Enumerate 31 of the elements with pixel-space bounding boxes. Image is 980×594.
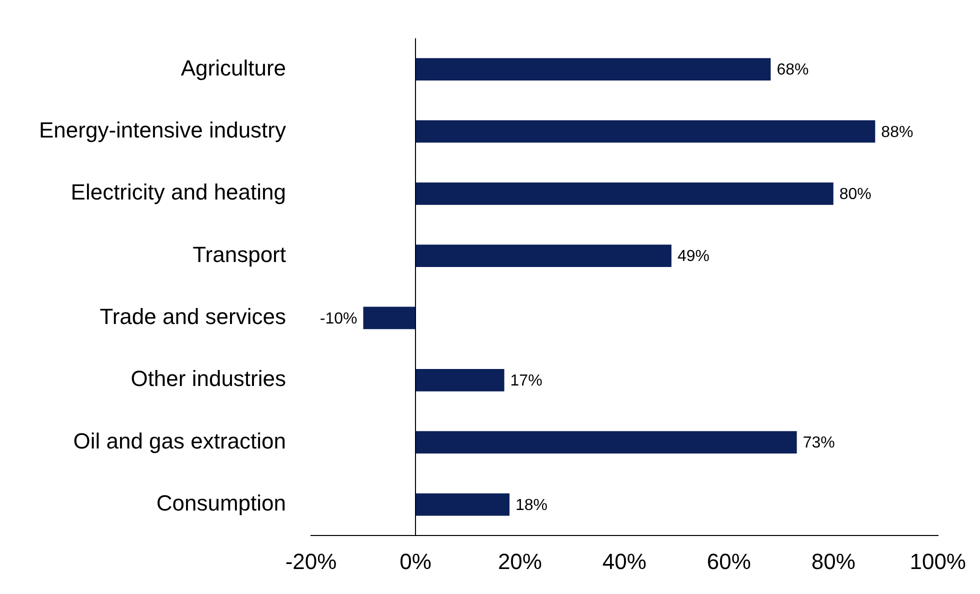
y-tick-label: Oil and gas extraction xyxy=(73,428,286,454)
bar xyxy=(363,306,416,330)
data-label: 17% xyxy=(510,372,542,390)
data-label: 80% xyxy=(839,186,872,204)
data-label: 88% xyxy=(881,124,914,141)
bar xyxy=(415,58,771,80)
bar xyxy=(415,120,876,143)
y-tick-label: Consumption xyxy=(156,490,286,516)
x-tick-label: 40% xyxy=(602,548,646,574)
bar xyxy=(415,368,504,392)
bar xyxy=(415,244,672,268)
y-tick-label: Other industries xyxy=(130,366,286,392)
data-label: -10% xyxy=(320,310,358,328)
bar xyxy=(415,493,510,516)
data-label: 49% xyxy=(677,248,710,266)
y-tick-label: Agriculture xyxy=(180,55,286,80)
y-tick-label: Trade and services xyxy=(100,304,286,330)
x-tick-label: 60% xyxy=(706,548,751,574)
data-label: 18% xyxy=(516,496,548,514)
bar xyxy=(415,431,797,454)
x-tick-label: 80% xyxy=(811,548,856,574)
y-tick-label: Electricity and heating xyxy=(70,180,286,205)
bar xyxy=(415,182,834,205)
x-tick-label: 20% xyxy=(498,548,542,574)
y-tick-label: Transport xyxy=(192,242,286,267)
data-label: 73% xyxy=(802,434,835,452)
x-tick-label: 0% xyxy=(400,548,432,574)
y-tick-label: Energy-intensive industry xyxy=(38,118,286,143)
data-label: 68% xyxy=(776,62,809,79)
x-tick-label: -20% xyxy=(285,548,337,574)
x-tick-label: 100% xyxy=(910,548,966,574)
